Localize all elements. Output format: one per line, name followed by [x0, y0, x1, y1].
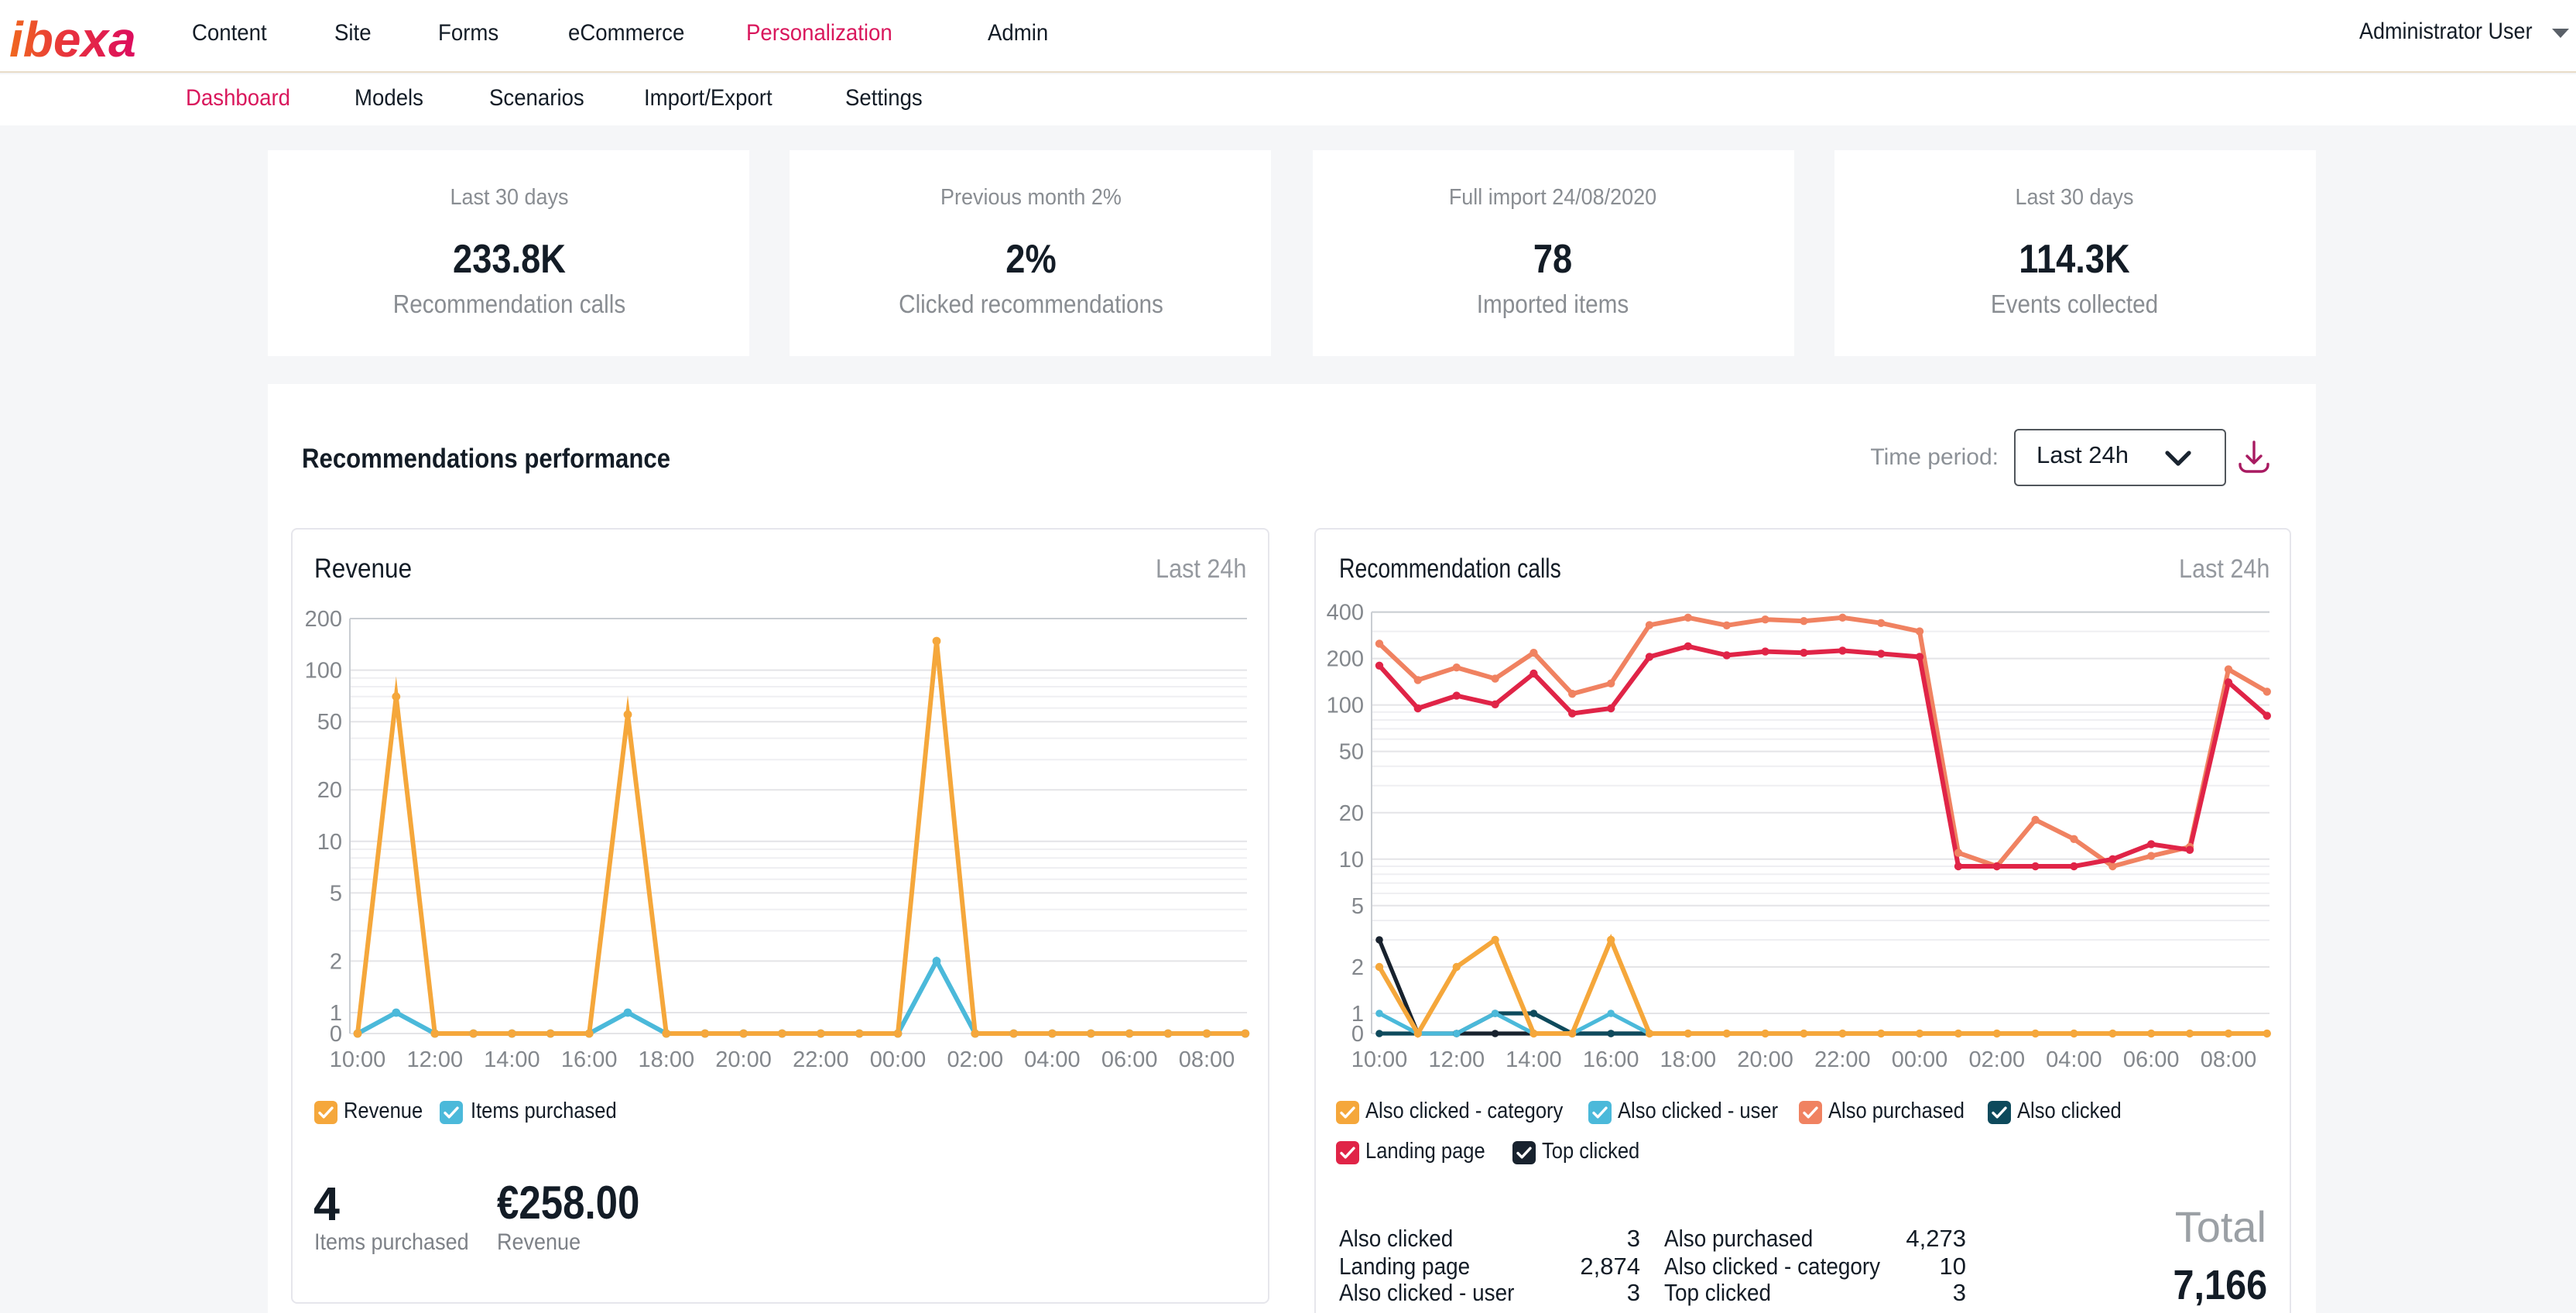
svg-text:10:00: 10:00: [1351, 1047, 1408, 1072]
svg-text:50: 50: [1339, 740, 1364, 765]
svg-text:00:00: 00:00: [870, 1047, 927, 1072]
svg-text:02:00: 02:00: [947, 1047, 1004, 1072]
svg-text:08:00: 08:00: [2201, 1047, 2257, 1072]
svg-text:200: 200: [1327, 647, 1364, 672]
svg-text:2: 2: [330, 949, 342, 974]
svg-text:02:00: 02:00: [1969, 1047, 2026, 1072]
svg-text:5: 5: [1351, 894, 1364, 919]
svg-text:20:00: 20:00: [715, 1047, 772, 1072]
svg-text:04:00: 04:00: [1024, 1047, 1081, 1072]
svg-text:12:00: 12:00: [407, 1047, 464, 1072]
svg-text:100: 100: [1327, 694, 1364, 718]
svg-text:08:00: 08:00: [1179, 1047, 1235, 1072]
svg-text:10: 10: [1339, 848, 1364, 872]
svg-text:16:00: 16:00: [561, 1047, 618, 1072]
svg-text:16:00: 16:00: [1583, 1047, 1639, 1072]
svg-text:1: 1: [1351, 1002, 1364, 1027]
svg-text:10:00: 10:00: [330, 1047, 386, 1072]
svg-text:20:00: 20:00: [1737, 1047, 1793, 1072]
svg-text:04:00: 04:00: [2046, 1047, 2102, 1072]
svg-text:06:00: 06:00: [1101, 1047, 1158, 1072]
svg-text:50: 50: [317, 710, 342, 735]
svg-text:0: 0: [1351, 1022, 1364, 1047]
svg-text:22:00: 22:00: [793, 1047, 849, 1072]
svg-text:14:00: 14:00: [1506, 1047, 1562, 1072]
svg-text:22:00: 22:00: [1814, 1047, 1871, 1072]
svg-text:400: 400: [1327, 601, 1364, 626]
svg-text:1: 1: [330, 1001, 342, 1026]
svg-text:100: 100: [305, 659, 342, 684]
svg-text:18:00: 18:00: [1660, 1047, 1717, 1072]
svg-text:12:00: 12:00: [1429, 1047, 1485, 1072]
svg-text:5: 5: [330, 881, 342, 906]
svg-text:14:00: 14:00: [484, 1047, 540, 1072]
svg-text:06:00: 06:00: [2123, 1047, 2180, 1072]
svg-text:20: 20: [317, 778, 342, 803]
svg-text:0: 0: [330, 1022, 342, 1047]
svg-text:20: 20: [1339, 801, 1364, 826]
svg-text:00:00: 00:00: [1892, 1047, 1948, 1072]
svg-text:10: 10: [317, 830, 342, 855]
svg-text:18:00: 18:00: [639, 1047, 695, 1072]
svg-text:200: 200: [305, 607, 342, 632]
svg-text:2: 2: [1351, 955, 1364, 980]
svg-text:ibexa: ibexa: [9, 20, 136, 63]
